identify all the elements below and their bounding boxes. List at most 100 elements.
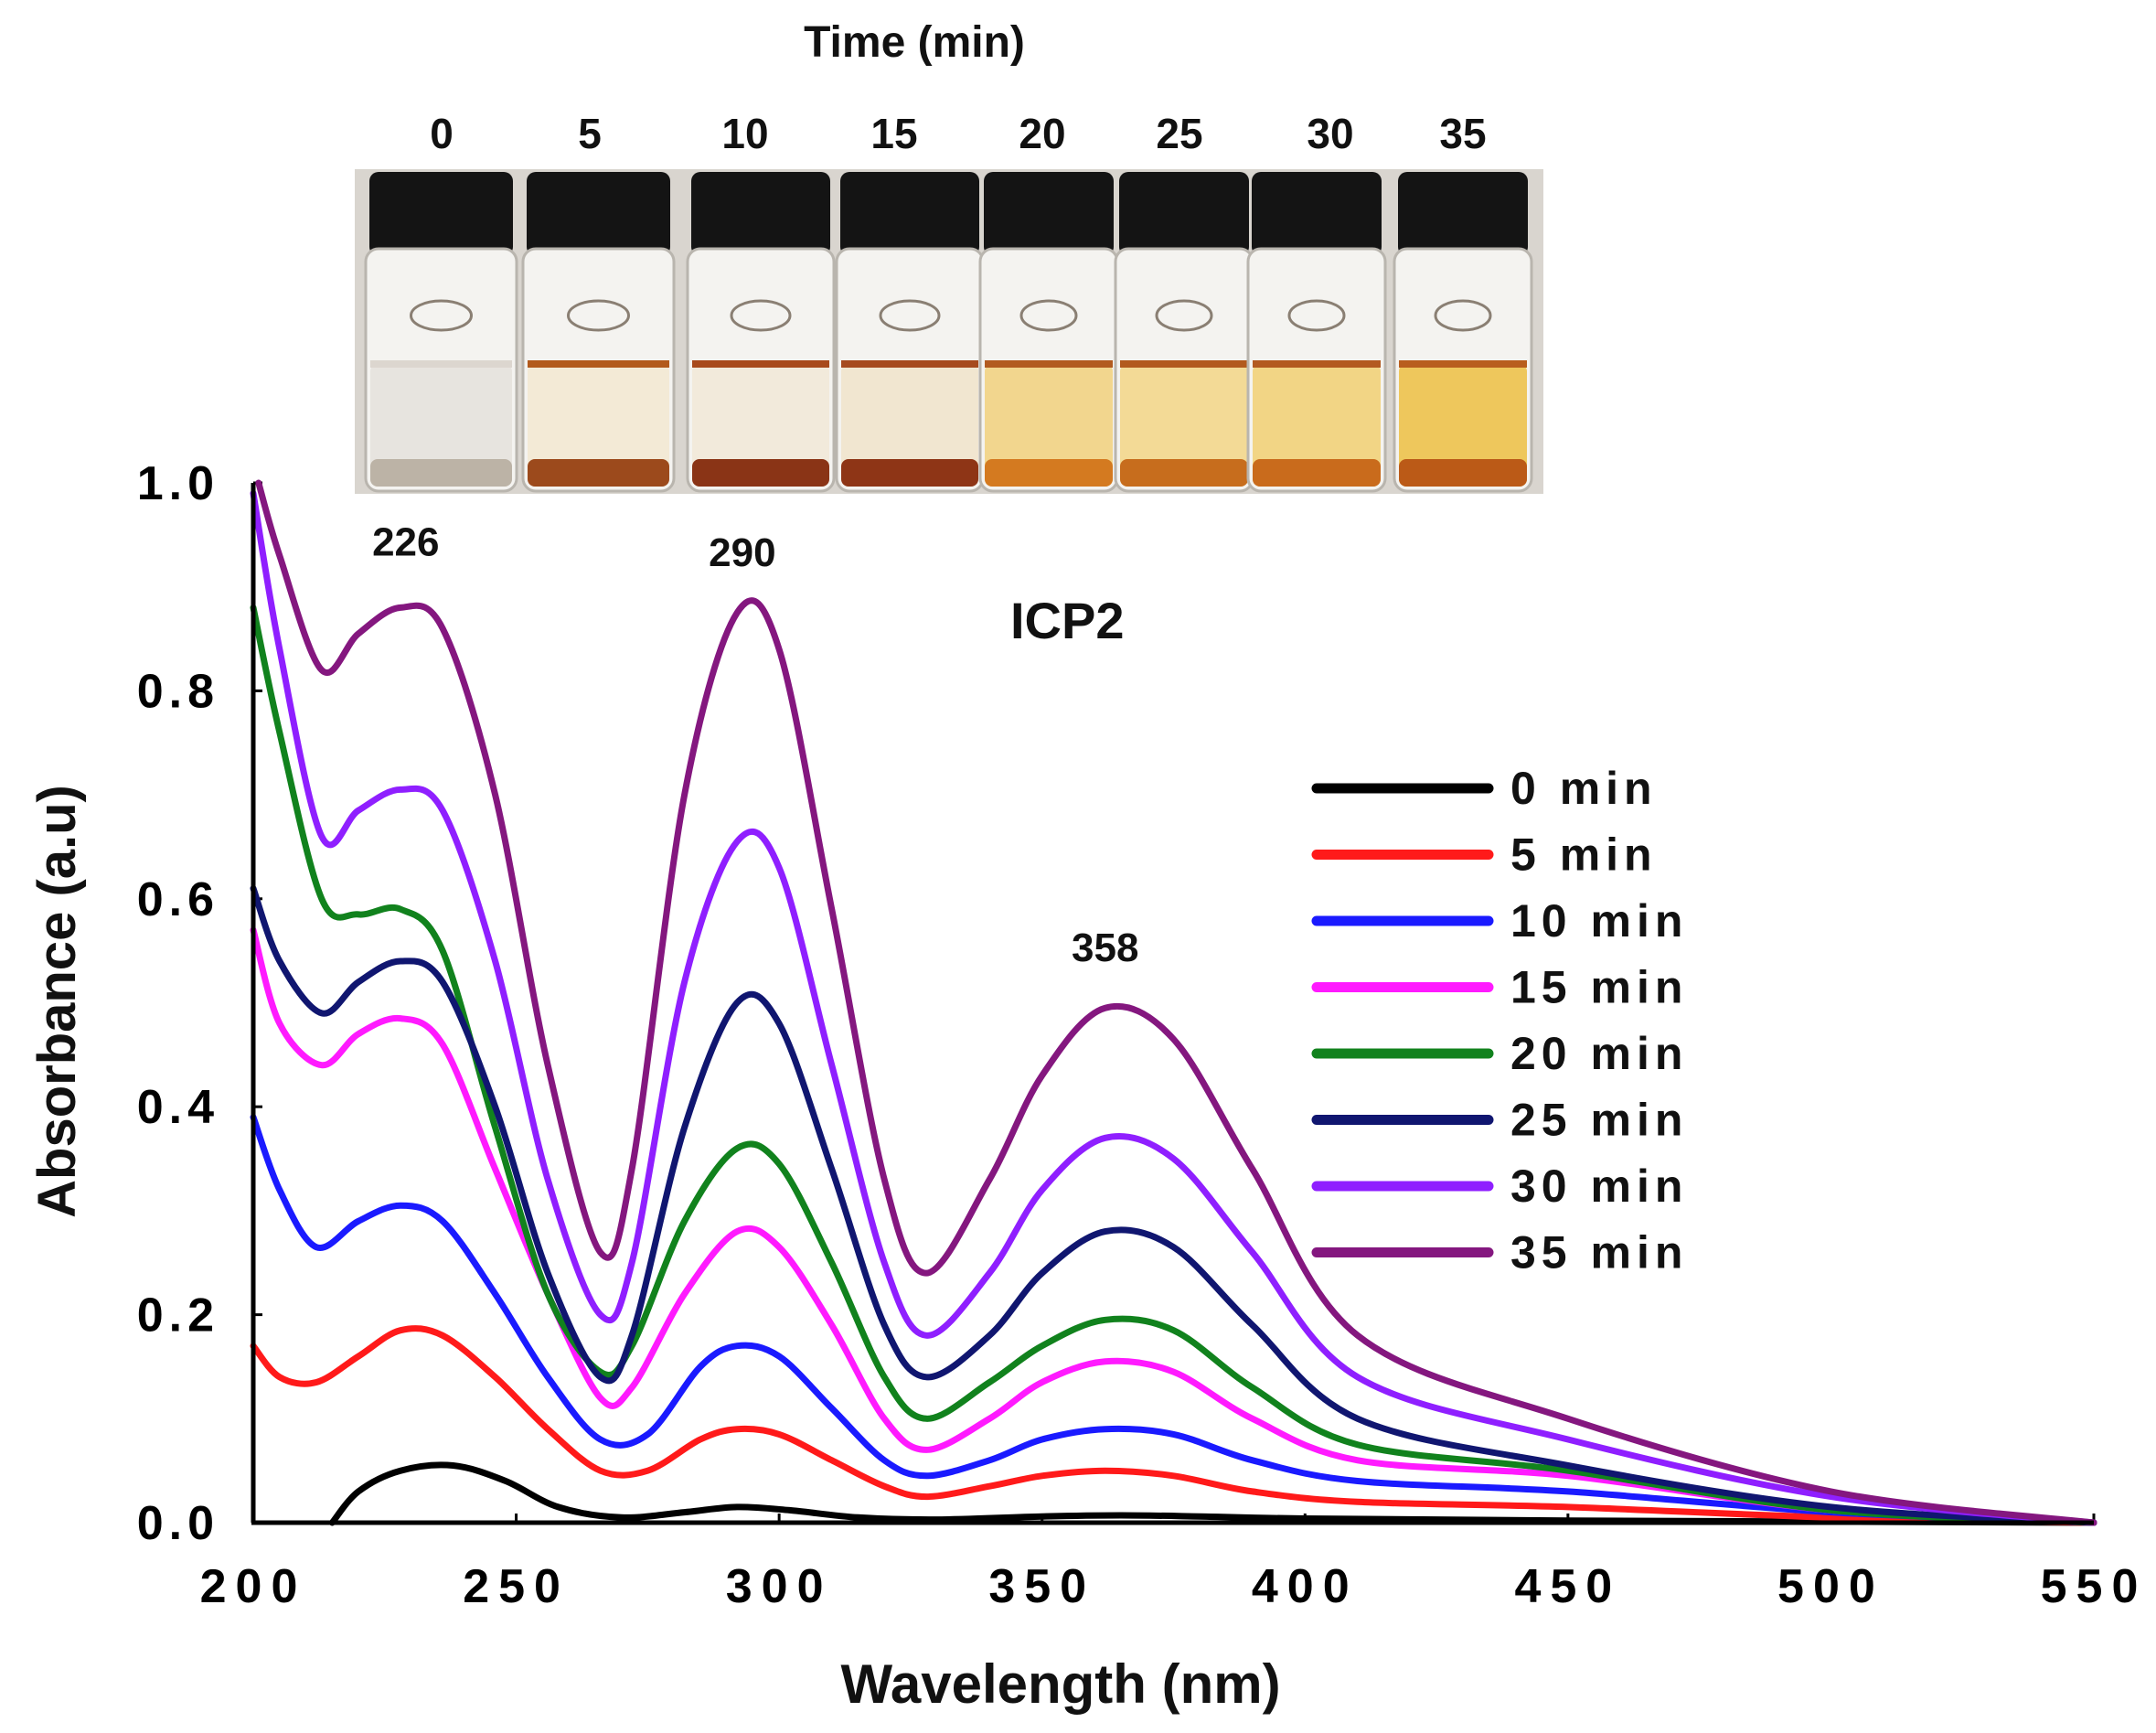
chart-title: ICP2 [1010, 592, 1125, 649]
legend-item: 35 min [1311, 1227, 1688, 1278]
vial-surface [985, 360, 1113, 368]
vial-sediment [370, 459, 512, 487]
y-tick-label: 1.0 [137, 457, 219, 510]
vial-cap [369, 172, 513, 256]
time-labels: 0 5 10 15 20 25 30 35 [430, 110, 1486, 157]
series-line-5-min [250, 1325, 2097, 1526]
vial-surface [1253, 360, 1381, 368]
series-line-25-min [250, 884, 2097, 1526]
time-label-10: 10 [721, 110, 768, 157]
time-label-0: 0 [430, 110, 454, 157]
x-tick-label: 550 [2041, 1560, 2148, 1613]
vial-logo [1287, 299, 1346, 332]
vial-liquid [1120, 364, 1248, 487]
vial-sediment [985, 459, 1113, 487]
vial-cap [1252, 172, 1382, 256]
x-tick-label: 200 [200, 1560, 307, 1613]
vial-sediment [692, 459, 829, 487]
vial-25 [1114, 172, 1254, 493]
x-tick-label: 350 [988, 1560, 1095, 1613]
vial-logo [1019, 299, 1078, 332]
legend-label: 35 min [1510, 1227, 1688, 1278]
y-tick-label: 0.6 [137, 873, 219, 926]
y-axis-label: Absorbance (a.u) [27, 785, 87, 1218]
vial-35 [1393, 172, 1533, 493]
legend-label: 20 min [1510, 1028, 1688, 1079]
vial-surface [528, 360, 669, 368]
vial-liquid [985, 364, 1113, 487]
vial-photo: Time (min) 0 5 10 15 20 25 30 35 [355, 18, 1543, 494]
vial-cap [527, 172, 670, 256]
vial-5 [521, 172, 676, 493]
legend: 0 min 5 min 10 min 15 min 20 min 25 min 30 min… [1311, 763, 1688, 1278]
x-tick-label: 400 [1252, 1560, 1359, 1613]
time-label-35: 35 [1439, 110, 1486, 157]
y-tick-label: 0.2 [137, 1289, 219, 1343]
absorbance-chart: 0.0 0.2 0.4 0.6 0.8 1.0 200 250 300 350 400 450 500… [27, 457, 2148, 1715]
vial-15 [835, 172, 985, 493]
x-axis-ticks: 200 250 300 350 400 450 500 550 [200, 1514, 2148, 1613]
vial-cap [840, 172, 979, 256]
vial-sediment [1253, 459, 1381, 487]
vial-liquid [370, 364, 512, 487]
legend-label: 0 min [1510, 763, 1658, 814]
vial-20 [978, 172, 1119, 493]
legend-label: 30 min [1510, 1161, 1688, 1212]
vial-30 [1246, 172, 1387, 493]
vial-10 [686, 172, 836, 493]
legend-item: 20 min [1311, 1028, 1688, 1079]
legend-item: 30 min [1311, 1161, 1688, 1212]
series-line-35-min [255, 479, 2097, 1526]
series-line-10-min [250, 1114, 2097, 1526]
series-lines [250, 479, 2097, 1526]
x-tick-label: 250 [463, 1560, 570, 1613]
vial-surface [841, 360, 978, 368]
vial-0 [364, 172, 518, 493]
series-line-15-min [250, 926, 2097, 1526]
y-tick-label: 0.0 [137, 1497, 219, 1550]
y-tick-label: 0.4 [137, 1081, 219, 1134]
series-line-20-min [250, 604, 2097, 1526]
series-line-0-min [328, 1461, 2097, 1526]
vial-sediment [1399, 459, 1527, 487]
vial-cap [691, 172, 830, 256]
vial-logo [879, 299, 941, 332]
vial-surface [1399, 360, 1527, 368]
legend-item: 0 min [1311, 763, 1658, 814]
vial-surface [1120, 360, 1248, 368]
legend-label: 10 min [1510, 895, 1688, 947]
time-label-30: 30 [1307, 110, 1353, 157]
vial-surface [370, 360, 512, 368]
time-label-15: 15 [870, 110, 917, 157]
vial-liquid [1399, 364, 1527, 487]
vial-cap [1398, 172, 1528, 256]
legend-label: 5 min [1510, 829, 1658, 881]
vial-logo [1155, 299, 1213, 332]
vial-logo [730, 299, 792, 332]
vial-logo [1434, 299, 1492, 332]
vial-sediment [528, 459, 669, 487]
legend-item: 25 min [1311, 1095, 1682, 1146]
peak-label-290: 290 [709, 530, 775, 575]
time-label-20: 20 [1019, 110, 1065, 157]
time-label-5: 5 [578, 110, 602, 157]
y-tick-label: 0.8 [137, 665, 219, 718]
vials [364, 172, 1533, 493]
peak-annotations: 226 290 358 [372, 520, 1138, 970]
x-axis-label: Wavelength (nm) [840, 1653, 1280, 1715]
vial-liquid [841, 364, 978, 487]
vial-sediment [841, 459, 978, 487]
vial-surface [692, 360, 829, 368]
x-tick-label: 300 [726, 1560, 833, 1613]
legend-item: 5 min [1311, 829, 1658, 881]
vial-liquid [692, 364, 829, 487]
vial-logo [410, 299, 473, 332]
vial-liquid [1253, 364, 1381, 487]
vial-liquid [528, 364, 669, 487]
x-tick-label: 450 [1514, 1560, 1621, 1613]
vial-cap [984, 172, 1114, 256]
legend-label: 15 min [1510, 962, 1688, 1013]
vial-sediment [1120, 459, 1248, 487]
legend-item: 10 min [1311, 895, 1688, 947]
